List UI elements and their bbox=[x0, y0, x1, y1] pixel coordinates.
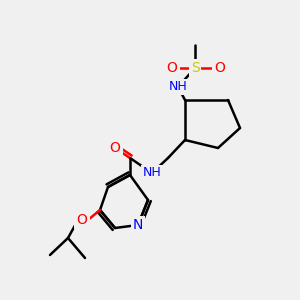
Text: NH: NH bbox=[142, 167, 161, 179]
Text: NH: NH bbox=[169, 80, 188, 94]
Text: O: O bbox=[167, 61, 177, 75]
Text: N: N bbox=[133, 218, 143, 232]
Text: S: S bbox=[190, 61, 200, 75]
Text: O: O bbox=[214, 61, 225, 75]
Text: O: O bbox=[110, 141, 120, 155]
Text: O: O bbox=[76, 213, 87, 227]
